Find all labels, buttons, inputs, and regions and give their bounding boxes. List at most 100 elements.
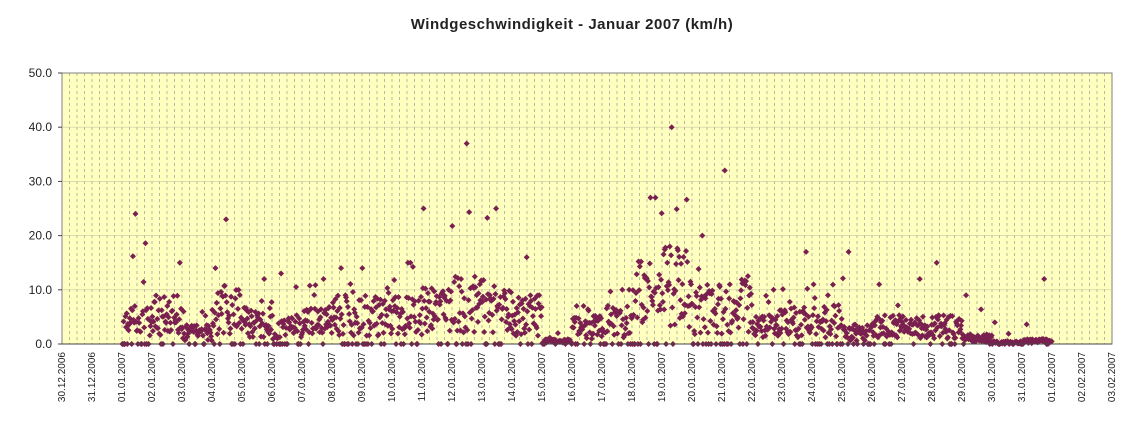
data-point [514,309,521,316]
data-point [141,324,148,331]
data-point [573,303,580,310]
data-point [889,312,896,319]
data-point [218,310,225,317]
data-point [795,325,802,332]
data-point [894,334,901,341]
x-tick-label: 18.01.2007 [627,352,638,402]
data-point [304,317,311,324]
data-point [649,302,656,309]
data-point [626,329,633,336]
x-tick-label: 03.02.2007 [1107,352,1118,402]
data-point [423,305,430,312]
data-point [222,292,229,299]
data-point [309,330,316,337]
data-point [789,320,796,327]
data-point [704,329,711,336]
data-point [149,313,156,320]
x-tick-label: 30.12.2006 [57,352,68,402]
data-point [640,304,647,311]
data-point [721,167,728,174]
data-point [658,210,665,217]
data-point [538,304,545,311]
data-point [632,297,639,304]
x-axis-ticks: 30.12.2006 31.12.2006 01.01.2007 02.01.2007… [57,352,1118,402]
data-point [859,324,866,331]
data-point [659,298,666,305]
data-point [468,315,475,322]
data-point [894,302,901,309]
data-point [131,303,138,310]
data-point [377,296,384,303]
data-point [330,304,337,311]
data-point [226,330,233,337]
data-point [170,293,177,300]
data-point [519,315,526,322]
data-point [235,286,242,293]
data-point [762,332,769,339]
data-point [723,288,730,295]
data-point [296,315,303,322]
data-point [208,333,215,340]
data-point [871,322,878,329]
data-point [315,322,322,329]
data-point [258,298,265,305]
x-tick-label: 17.01.2007 [597,352,608,402]
data-point [622,325,629,332]
data-point [744,273,751,280]
data-point [140,278,147,285]
x-tick-label: 24.01.2007 [807,352,818,402]
data-point [709,287,716,294]
data-point [988,332,995,339]
data-point [142,240,149,247]
data-point [787,328,794,335]
data-point [480,277,487,284]
data-point [533,324,540,331]
data-point [623,314,630,321]
data-point [683,247,690,254]
data-point [661,306,668,313]
data-point [940,312,947,319]
data-point [431,288,438,295]
x-tick-label: 05.01.2007 [237,352,248,402]
data-point [225,319,232,326]
data-point [782,309,789,316]
data-point [520,305,527,312]
data-point [223,299,230,306]
data-point [733,307,740,314]
data-point [249,333,256,340]
data-point [916,275,923,282]
data-point [229,301,236,308]
y-tick-label: 20.0 [29,229,53,243]
data-point [389,325,396,332]
data-point [362,292,369,299]
data-point [534,332,541,339]
x-tick-label: 20.01.2007 [687,352,698,402]
data-point [388,330,395,337]
data-point [646,284,653,291]
data-point [694,314,701,321]
data-point [634,314,641,321]
data-point [954,322,961,329]
data-point [727,329,734,336]
data-point [236,320,243,327]
data-point [931,335,938,342]
data-point [176,259,183,266]
data-point [688,281,695,288]
data-point [656,271,663,278]
data-point [761,313,768,320]
data-point [861,337,868,344]
data-point [294,328,301,335]
data-point [210,322,217,329]
data-point [835,302,842,309]
data-point [421,297,428,304]
data-point [451,315,458,322]
data-point [523,254,530,261]
data-point [207,329,214,336]
data-point [492,290,499,297]
data-point [646,260,653,267]
x-tick-label: 22.01.2007 [747,352,758,402]
data-point [843,330,850,337]
data-point [585,307,592,314]
data-point [366,319,373,326]
data-point [181,330,188,337]
